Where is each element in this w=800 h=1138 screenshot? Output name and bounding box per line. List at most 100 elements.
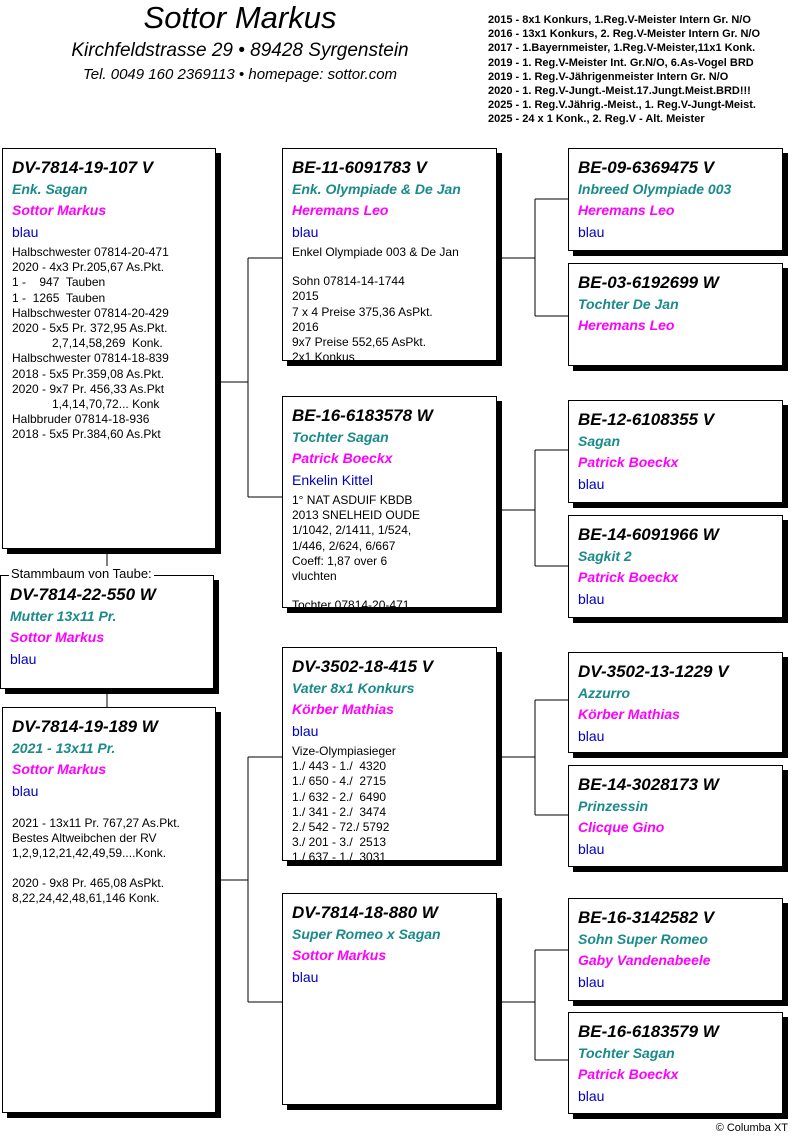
pigeon-card: DV-7814-19-107 V Enk. Sagan Sottor Markus b… <box>2 148 216 549</box>
breeder: Heremans Leo <box>292 202 389 218</box>
note-line: 2016 <box>292 319 319 334</box>
note-line: 1./ 443 - 1./ 4320 <box>292 759 387 774</box>
note-line: 1./ 341 - 2./ 3474 <box>292 804 387 819</box>
pigeon-name: Tochter De Jan <box>578 296 679 312</box>
note-line: Sohn 07814-14-1744 <box>292 274 405 289</box>
note-group: Tochter 07814-20-471 <box>292 598 496 608</box>
achievement-line: 2019 - 1. Reg.V-Meister Int. Gr.N/O, 6.A… <box>488 56 754 69</box>
note-line: 1/446, 2/624, 6/667 <box>292 538 396 553</box>
tree-label: Stammbaum von Taube: <box>9 566 154 581</box>
note-line: 2013 SNELHEID OUDE <box>292 508 421 523</box>
note-line: 2018 - 5x5 Pr.384,60 As.Pkt <box>12 427 161 442</box>
note-line: Halbschwester 07814-20-429 <box>12 305 169 320</box>
ring-number: DV-7814-19-107 V <box>12 158 154 177</box>
achievement-line: 2015 - 8x1 Konkurs, 1.Reg.V-Meister Inte… <box>488 14 751 26</box>
pigeon-color: blau <box>12 783 39 799</box>
breeder: Heremans Leo <box>578 202 675 218</box>
note-group: 2020 - 9x8 Pr. 465,08 AsPkt. 8,22,24,42,4… <box>12 876 215 906</box>
ring-number: DV-7814-18-880 W <box>292 903 438 922</box>
pigeon-color: blau <box>292 723 319 739</box>
pigeon-color: blau <box>578 591 605 607</box>
pigeon-card: DV-3502-18-415 V Vater 8x1 Konkurs Körber … <box>282 647 497 861</box>
breeder: Gaby Vandenabeele <box>578 952 711 968</box>
ring-number: BE-16-6183579 W <box>578 1022 719 1041</box>
achievement-line: 2019 - 1. Reg.V-Jährigenmeister Intern G… <box>488 70 729 83</box>
pigeon-name: 2021 - 13x11 Pr. <box>12 740 116 756</box>
note-line: 2021 - 13x11 Pr. 767,27 As.Pkt. <box>12 816 180 830</box>
pigeon-card: DV-7814-18-880 W Super Romeo x Sagan Sotto… <box>282 893 497 1105</box>
ring-number: BE-03-6192699 W <box>578 273 719 292</box>
note-line: 1° NAT ASDUIF KBDB <box>292 493 413 507</box>
pigeon-card: BE-12-6108355 V Sagan Patrick Boeckx blau <box>568 400 783 503</box>
breeder: Patrick Boeckx <box>578 569 679 585</box>
pigeon-name: Super Romeo x Sagan <box>292 926 441 942</box>
pigeon-name: Sagkit 2 <box>578 548 632 564</box>
note-line: Halbschwester 07814-20-471 <box>12 245 169 259</box>
breeder: Patrick Boeckx <box>578 1066 679 1082</box>
pigeon-color: blau <box>10 651 37 667</box>
note-line: 1/1042, 2/1411, 1/524, <box>292 523 412 538</box>
pigeon-name: Tochter Sagan <box>292 429 389 445</box>
breeder: Sottor Markus <box>12 202 107 218</box>
note-group: 2021 - 13x11 Pr. 767,27 As.Pkt. Bestes Al… <box>12 816 215 862</box>
pigeon-name: Prinzessin <box>578 798 649 814</box>
pigeon-card: BE-16-3142582 V Sohn Super Romeo Gaby Vand… <box>568 898 783 1001</box>
pigeon-name: Enk. Olympiade & De Jan <box>292 181 461 197</box>
achievement-line: 2017 - 1.Bayernmeister, 1.Reg.V-Meister,… <box>488 42 756 55</box>
breeder: Körber Mathias <box>292 701 394 717</box>
note-line: Halbschwester 07814-18-839 <box>12 351 169 366</box>
note-line: 1,4,14,70,72... Konk <box>12 397 160 412</box>
note-line: 2x1 Konkus <box>292 350 355 361</box>
footer: © Columba XT <box>715 1122 788 1134</box>
ring-number: DV-3502-18-415 V <box>292 657 434 676</box>
achievement-line: 2016 - 13x1 Konkurs, 2. Reg.V-Meister In… <box>488 28 761 41</box>
pigeon-color: blau <box>292 969 319 985</box>
pigeon-color: blau <box>578 476 605 492</box>
note-line: Halbbruder 07814-18-936 <box>12 412 150 427</box>
note-line: 2020 - 9x7 Pr. 456,33 As.Pkt <box>12 381 165 396</box>
breeder: Körber Mathias <box>578 706 680 722</box>
pigeon-name: Inbreed Olympiade 003 <box>578 181 732 197</box>
pigeon-card: BE-14-6091966 W Sagkit 2 Patrick Boeckx bla… <box>568 515 783 618</box>
pigeon-name: Enk. Sagan <box>12 181 88 197</box>
pigeon-name: Azzurro <box>578 685 631 701</box>
pigeon-card: DV-7814-19-189 W 2021 - 13x11 Pr. Sottor M… <box>2 707 216 1113</box>
pigeon-color: blau <box>578 224 605 240</box>
ring-number: DV-7814-22-550 W <box>10 585 156 604</box>
note-line: Bestes Altweibchen der RV <box>12 831 157 846</box>
pigeon-color: blau <box>578 728 605 744</box>
ring-number: DV-3502-13-1229 V <box>578 662 729 681</box>
note-line: 2020 - 9x8 Pr. 465,08 AsPkt. <box>12 875 165 890</box>
pigeon-color: blau <box>578 974 605 990</box>
note-line: 1 - 1265 Tauben <box>12 290 106 305</box>
pigeon-card: BE-11-6091783 V Enk. Olympiade & De Jan He… <box>282 148 497 361</box>
breeder: Sottor Markus <box>10 629 105 645</box>
note-line: Tochter 07814-20-471 <box>292 598 410 608</box>
note-group: Halbschwester 07814-20-471 2020 - 4x3 Pr.… <box>12 245 215 443</box>
pigeon-name: Sohn Super Romeo <box>578 931 708 947</box>
pigeon-card: BE-16-6183579 W Tochter Sagan Patrick Boec… <box>568 1012 783 1114</box>
contact: Tel. 0049 160 2369113 • homepage: sottor… <box>82 66 398 83</box>
note-line: 2020 - 4x3 Pr.205,67 As.Pkt. <box>12 260 165 275</box>
note-line: 1./ 632 - 2./ 6490 <box>292 789 387 804</box>
pigeon-card: BE-16-6183578 W Tochter Sagan Patrick Boec… <box>282 396 497 608</box>
breeder: Patrick Boeckx <box>292 450 393 466</box>
pigeon-color: blau <box>578 1088 605 1104</box>
pigeon-card: DV-7814-22-550 W Mutter 13x11 Pr. Sottor M… <box>0 575 214 689</box>
note-line: Coeff: 1,87 over 6 <box>292 553 388 568</box>
achievements: 2015 - 8x1 Konkurs, 1.Reg.V-Meister Inte… <box>488 13 760 127</box>
note-group: Enkel Olympiade 003 & De Jan <box>292 245 496 260</box>
pigeon-color: Enkelin Kittel <box>292 472 373 488</box>
ring-number: BE-16-6183578 W <box>292 406 433 425</box>
pigeon-card: DV-3502-13-1229 V Azzurro Körber Mathias bl… <box>568 652 783 753</box>
address: Kirchfeldstrasse 29 • 89428 Syrgenstein <box>71 40 409 61</box>
note-line: 7 x 4 Preise 375,36 AsPkt. <box>292 304 433 319</box>
note-line: 2018 - 5x5 Pr.359,08 As.Pkt. <box>12 366 165 381</box>
pigeon-name: Sagan <box>578 433 621 449</box>
note-group: 1° NAT ASDUIF KBDB 2013 SNELHEID OUDE 1/10… <box>292 493 496 584</box>
pigeon-color: blau <box>12 224 39 240</box>
ring-number: BE-16-3142582 V <box>578 908 715 927</box>
note-group: Vize-Olympiasieger 1./ 443 - 1./ 4320 1./ … <box>292 744 496 860</box>
pigeon-card: BE-14-3028173 W Prinzessin Clicque Gino bla… <box>568 765 783 867</box>
